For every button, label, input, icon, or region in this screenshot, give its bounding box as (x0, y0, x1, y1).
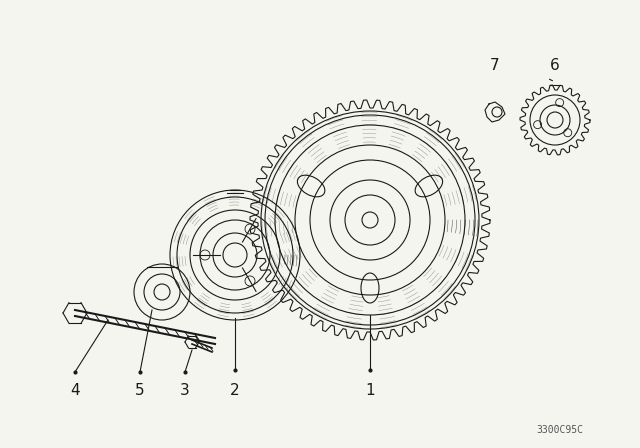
Text: 5: 5 (135, 383, 145, 397)
Text: 3: 3 (180, 383, 190, 397)
Text: 1: 1 (365, 383, 375, 397)
Text: 7: 7 (490, 57, 500, 73)
Text: 3300C95C: 3300C95C (536, 425, 584, 435)
Text: 6: 6 (550, 57, 560, 73)
Text: 2: 2 (230, 383, 240, 397)
Text: 4: 4 (70, 383, 80, 397)
